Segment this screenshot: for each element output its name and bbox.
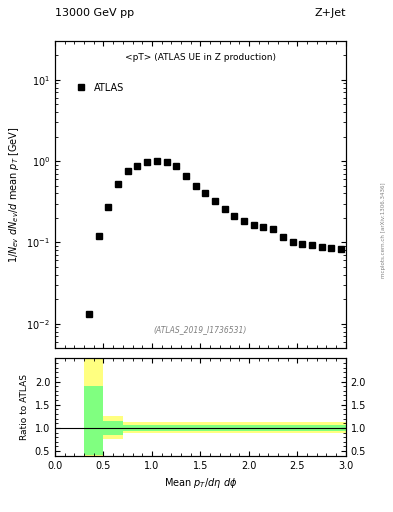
ATLAS — [242, 218, 246, 224]
ATLAS — [319, 244, 324, 250]
ATLAS — [145, 159, 149, 165]
Text: Z+Jet: Z+Jet — [314, 8, 346, 18]
ATLAS — [203, 190, 208, 197]
ATLAS — [193, 182, 198, 188]
Text: <pT> (ATLAS UE in Z production): <pT> (ATLAS UE in Z production) — [125, 53, 276, 62]
Text: mcplots.cern.ch [arXiv:1306.3436]: mcplots.cern.ch [arXiv:1306.3436] — [381, 183, 386, 278]
Text: 13000 GeV pp: 13000 GeV pp — [55, 8, 134, 18]
ATLAS — [125, 168, 130, 174]
ATLAS — [290, 239, 295, 245]
ATLAS — [154, 158, 159, 164]
ATLAS — [184, 173, 188, 179]
ATLAS — [86, 311, 91, 317]
Text: (ATLAS_2019_I1736531): (ATLAS_2019_I1736531) — [154, 325, 247, 334]
Y-axis label: Ratio to ATLAS: Ratio to ATLAS — [20, 374, 29, 440]
ATLAS — [339, 246, 343, 252]
ATLAS — [232, 213, 237, 219]
ATLAS — [222, 205, 227, 211]
ATLAS — [96, 233, 101, 239]
ATLAS — [329, 245, 334, 251]
ATLAS — [164, 159, 169, 165]
ATLAS — [174, 163, 178, 169]
ATLAS — [135, 162, 140, 168]
ATLAS — [106, 204, 111, 210]
ATLAS — [310, 242, 314, 248]
ATLAS — [271, 226, 275, 232]
ATLAS — [261, 224, 266, 230]
ATLAS — [213, 198, 217, 204]
ATLAS — [300, 241, 305, 247]
ATLAS — [281, 234, 285, 241]
Legend: ATLAS: ATLAS — [72, 82, 124, 93]
ATLAS — [116, 181, 120, 187]
Y-axis label: $1/N_{ev}\ dN_{ev}/d$ mean $p_T$ [GeV]: $1/N_{ev}\ dN_{ev}/d$ mean $p_T$ [GeV] — [7, 126, 21, 263]
ATLAS — [252, 222, 256, 228]
Line: ATLAS: ATLAS — [86, 158, 344, 317]
X-axis label: Mean $p_T/d\eta\ d\phi$: Mean $p_T/d\eta\ d\phi$ — [164, 476, 237, 490]
